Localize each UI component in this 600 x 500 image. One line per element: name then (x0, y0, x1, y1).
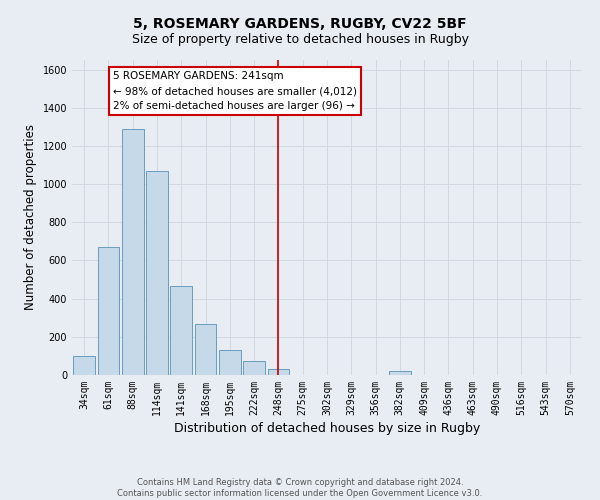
Bar (389, 371, 411, 375)
Bar (122, 128, 143, 375)
Bar (219, 350, 241, 375)
Bar (194, 324, 217, 375)
Text: Size of property relative to detached houses in Rugby: Size of property relative to detached ho… (131, 32, 469, 46)
Bar (146, 170, 168, 375)
Text: 5 ROSEMARY GARDENS: 241sqm
← 98% of detached houses are smaller (4,012)
2% of se: 5 ROSEMARY GARDENS: 241sqm ← 98% of deta… (113, 72, 357, 111)
X-axis label: Distribution of detached houses by size in Rugby: Distribution of detached houses by size … (174, 422, 480, 435)
Bar (268, 370, 289, 375)
Text: Contains HM Land Registry data © Crown copyright and database right 2024.
Contai: Contains HM Land Registry data © Crown c… (118, 478, 482, 498)
Y-axis label: Number of detached properties: Number of detached properties (24, 124, 37, 310)
Text: 5, ROSEMARY GARDENS, RUGBY, CV22 5BF: 5, ROSEMARY GARDENS, RUGBY, CV22 5BF (133, 18, 467, 32)
Bar (73, 356, 95, 375)
Bar (97, 247, 119, 375)
Bar (243, 360, 265, 375)
Bar (170, 286, 192, 375)
